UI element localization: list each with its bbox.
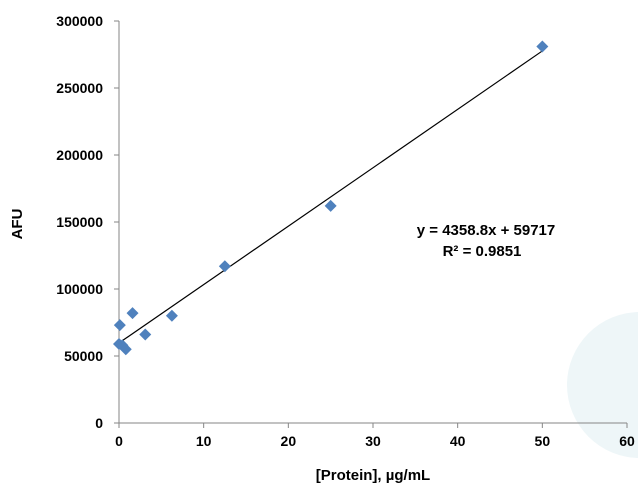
data-point bbox=[113, 319, 126, 332]
data-point bbox=[218, 260, 231, 273]
x-tick-label: 20 bbox=[281, 433, 297, 449]
y-tick-label: 50000 bbox=[64, 348, 103, 364]
decorative-watermark-circle bbox=[567, 312, 638, 458]
x-tick-label: 60 bbox=[619, 433, 635, 449]
y-tick-label: 200000 bbox=[56, 147, 103, 163]
y-axis-label: AFU bbox=[9, 209, 26, 240]
x-tick-label: 50 bbox=[535, 433, 551, 449]
y-tick-label: 0 bbox=[95, 415, 103, 431]
x-axis-label: [Protein], µg/mL bbox=[316, 467, 430, 484]
data-point bbox=[165, 309, 178, 322]
x-tick-label: 0 bbox=[115, 433, 123, 449]
y-tick-label: 300000 bbox=[56, 13, 103, 29]
x-tick-label: 10 bbox=[196, 433, 212, 449]
trend-equation-label: y = 4358.8x + 59717 bbox=[417, 222, 555, 239]
data-point bbox=[139, 328, 152, 341]
r-squared-label: R² = 0.9851 bbox=[443, 243, 522, 260]
x-tick-label: 30 bbox=[365, 433, 381, 449]
data-point bbox=[119, 343, 132, 356]
trendline bbox=[122, 50, 543, 342]
y-tick-label: 250000 bbox=[56, 80, 103, 96]
y-tick-label: 150000 bbox=[56, 214, 103, 230]
data-point bbox=[116, 339, 129, 352]
data-point bbox=[126, 307, 139, 320]
data-point bbox=[324, 199, 337, 212]
data-point bbox=[536, 40, 549, 53]
y-tick-label: 100000 bbox=[56, 281, 103, 297]
x-tick-label: 40 bbox=[450, 433, 466, 449]
